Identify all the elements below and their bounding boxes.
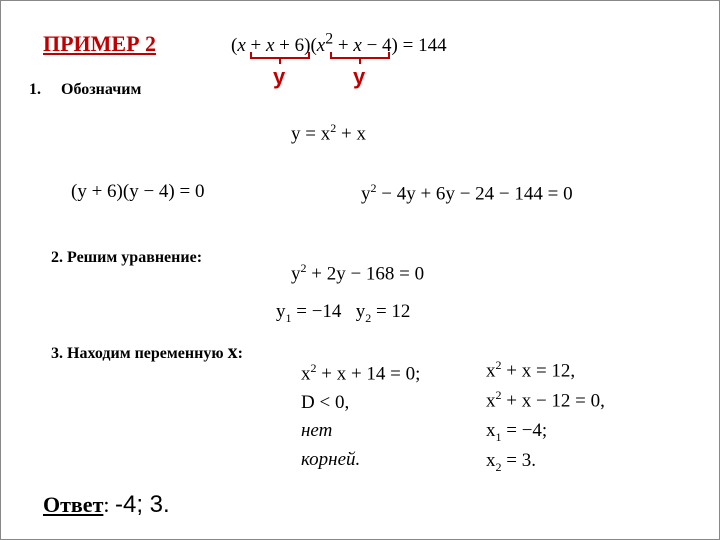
step2-text: 2. Решим уравнение: — [51, 249, 202, 267]
y-label-2: y — [353, 64, 365, 90]
solution-left-column: x2 + x + 14 = 0; D < 0, нет корней. — [301, 359, 420, 474]
solution-right-column: x2 + x = 12, x2 + x − 12 = 0, x1 = −4; x… — [486, 356, 605, 476]
y-bracket-2 — [329, 52, 391, 64]
step3-text: 3. Находим переменную x: — [51, 341, 243, 364]
y-label-1: y — [273, 64, 285, 90]
sol-right-line: x1 = −4; — [486, 416, 605, 446]
quadratic-equation: y2 + 2y − 168 = 0 — [291, 261, 424, 285]
answer: Ответ: -4; 3. — [43, 491, 170, 519]
expanded-equation: y2 − 4y + 6y − 24 − 144 = 0 — [361, 181, 573, 205]
sol-left-line: D < 0, — [301, 389, 420, 418]
sol-right-line: x2 = 3. — [486, 446, 605, 476]
factored-equation: (y + 6)(y − 4) = 0 — [71, 181, 204, 203]
sol-right-line: x2 + x − 12 = 0, — [486, 386, 605, 416]
y-substitution: y = x2 + x — [291, 121, 366, 145]
step1-text: Обозначим — [61, 81, 141, 99]
sol-right-line: x2 + x = 12, — [486, 356, 605, 386]
step1-number: 1. — [29, 81, 41, 99]
sol-left-line: x2 + x + 14 = 0; — [301, 359, 420, 389]
answer-values: -4; 3. — [115, 491, 170, 518]
sol-left-line: корней. — [301, 446, 420, 475]
y-bracket-1 — [249, 52, 311, 64]
page-title: ПРИМЕР 2 — [43, 31, 156, 57]
answer-label-text: Ответ — [43, 492, 103, 517]
sol-left-line: нет — [301, 417, 420, 446]
y-roots: y1 = −14 y2 = 12 — [276, 301, 410, 326]
